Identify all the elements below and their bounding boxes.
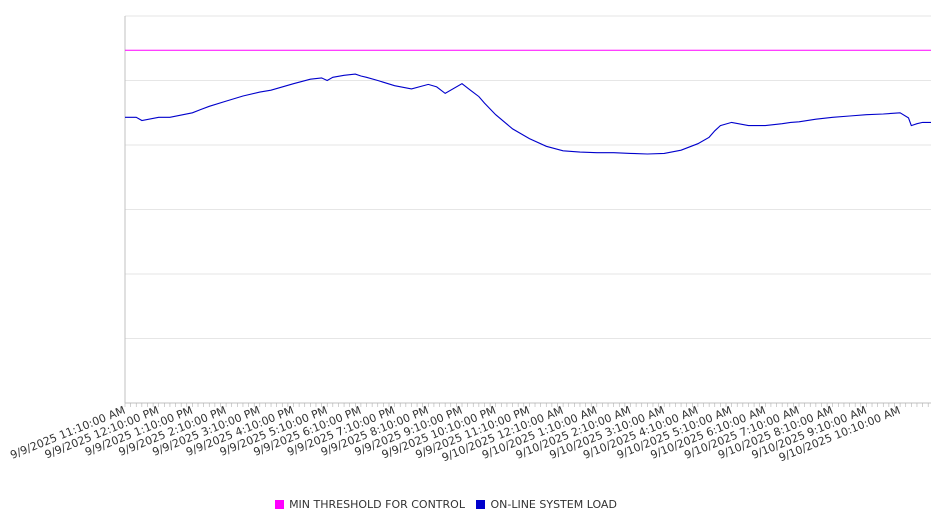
legend-label-system-load: ON-LINE SYSTEM LOAD bbox=[490, 498, 617, 511]
legend-label-threshold: MIN THRESHOLD FOR CONTROL bbox=[289, 498, 465, 511]
legend-swatch-threshold bbox=[275, 500, 285, 509]
legend-item-system-load[interactable]: ON-LINE SYSTEM LOAD bbox=[476, 498, 617, 511]
series-lines bbox=[125, 49, 931, 155]
legend-item-threshold[interactable]: MIN THRESHOLD FOR CONTROL bbox=[275, 498, 465, 511]
system-load-line bbox=[125, 73, 931, 155]
x-tick-marks bbox=[124, 403, 929, 407]
x-tick-labels: 9/9/2025 11:10:00 AM9/9/2025 12:10:00 PM… bbox=[8, 404, 902, 465]
legend: MIN THRESHOLD FOR CONTROL ON-LINE SYSTEM… bbox=[0, 498, 892, 512]
legend-swatch-system-load bbox=[476, 500, 486, 509]
grid-lines bbox=[125, 15, 931, 339]
axes bbox=[124, 16, 931, 404]
